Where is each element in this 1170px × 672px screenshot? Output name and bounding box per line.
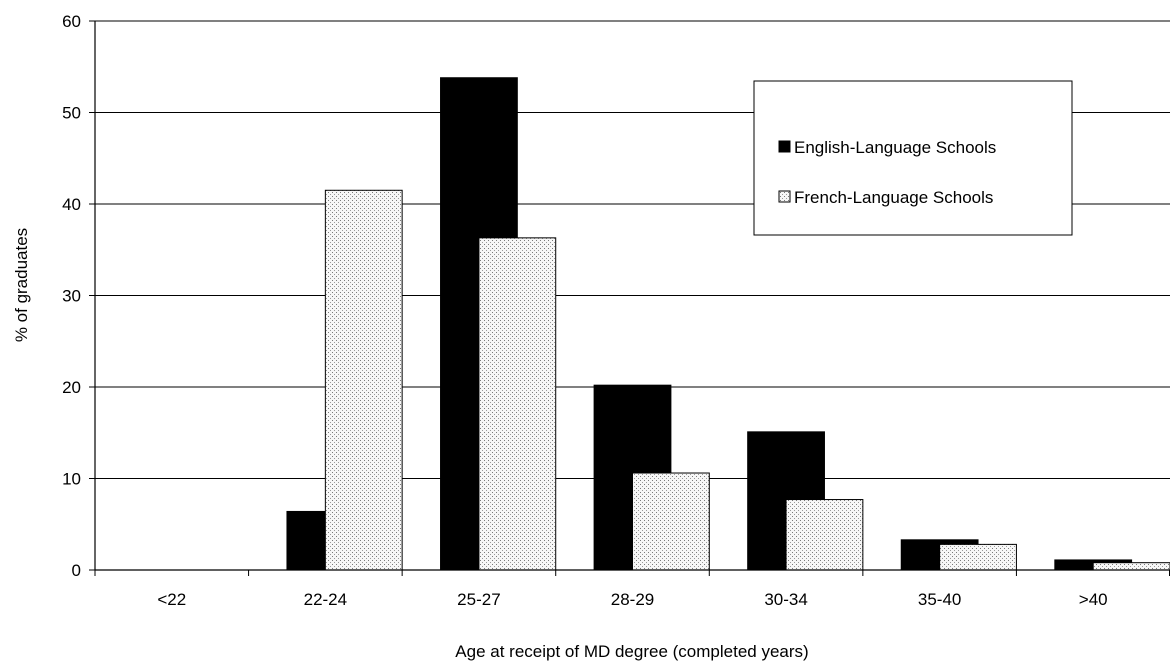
y-tick-label: 40: [62, 195, 81, 214]
bar-french-5: [939, 543, 1017, 571]
x-axis-title: Age at receipt of MD degree (completed y…: [455, 642, 808, 661]
legend-label-french: French-Language Schools: [794, 188, 993, 207]
x-tick-label: 25-27: [457, 590, 500, 609]
bar-french-3: [632, 472, 710, 571]
axes: [89, 20, 1170, 576]
gridlines: [95, 20, 1170, 479]
y-tick-label: 20: [62, 378, 81, 397]
legend-label-english: English-Language Schools: [794, 138, 996, 157]
x-tick-labels: <22 22-24 25-27 28-29 30-34 35-40 >40: [157, 590, 1107, 609]
y-tick-label: 10: [62, 470, 81, 489]
bar-french-2: [478, 237, 557, 571]
x-tick-label: 28-29: [611, 590, 654, 609]
bar-french-1: [324, 189, 403, 571]
y-tick-label: 60: [62, 12, 81, 31]
legend-swatch-french: [778, 190, 791, 203]
x-tick-label: >40: [1079, 590, 1108, 609]
x-tick-label: 22-24: [304, 590, 347, 609]
y-tick-label: 30: [62, 287, 81, 306]
x-tick-label: 30-34: [764, 590, 807, 609]
bars: [286, 77, 1170, 571]
bar-french-6: [1092, 562, 1170, 571]
x-tick-label: 35-40: [918, 590, 961, 609]
x-tick-label: <22: [157, 590, 186, 609]
y-tick-label: 50: [62, 104, 81, 123]
y-tick-labels: 0 10 20 30 40 50 60: [62, 12, 81, 580]
bar-french-4: [785, 499, 864, 571]
legend-swatch-english: [778, 140, 791, 153]
y-axis-title: % of graduates: [12, 228, 31, 342]
y-tick-label: 0: [72, 561, 81, 580]
legend: English-Language Schools French-Language…: [753, 80, 1073, 236]
legend-box: [753, 80, 1073, 236]
